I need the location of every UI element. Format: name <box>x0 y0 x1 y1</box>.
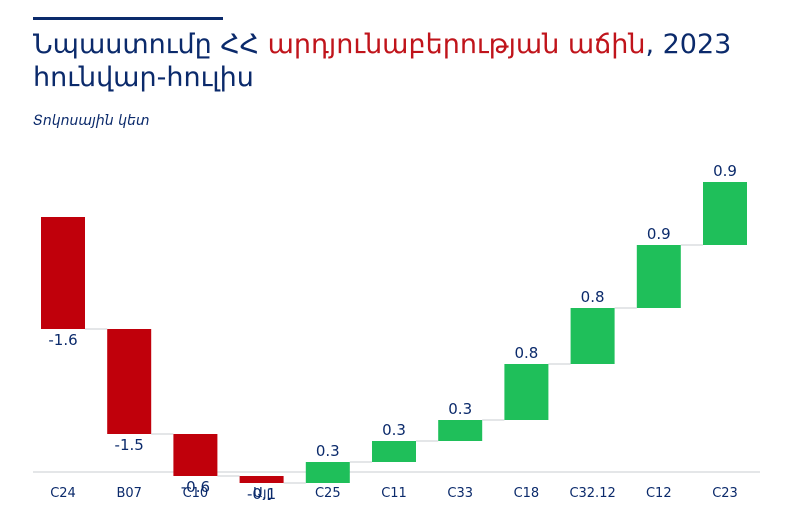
data-label-C10: -0.6 <box>181 478 210 496</box>
bar-C11 <box>372 441 416 462</box>
title-rule <box>33 17 223 20</box>
category-label-C23: C23 <box>712 486 738 501</box>
chart-title: Նպաստումը ՀՀ արդյունաբերության աճին, 202… <box>33 28 773 94</box>
category-label-Այլ: Այլ <box>253 486 270 501</box>
category-label-C11: C11 <box>381 486 407 501</box>
category-label-C10: C10 <box>183 486 209 501</box>
bar-C18 <box>504 364 549 420</box>
data-label-C23: 0.9 <box>713 162 737 180</box>
bar-C25 <box>305 462 350 483</box>
bar-C23 <box>703 182 747 245</box>
data-label-C33: 0.3 <box>448 400 472 418</box>
bar-Այլ <box>239 476 284 483</box>
data-label-B07: -1.5 <box>115 436 144 454</box>
data-label-C18: 0.8 <box>514 344 538 362</box>
data-label-C24: -1.6 <box>48 331 77 349</box>
category-label-C32.12: C32.12 <box>569 486 615 501</box>
category-label-C25: C25 <box>315 486 341 501</box>
bar-C24 <box>41 217 85 329</box>
bar-C32.12 <box>570 308 615 364</box>
data-label-C25: 0.3 <box>316 442 340 460</box>
category-label-B07: B07 <box>116 486 141 501</box>
bar-B07 <box>107 329 152 434</box>
bar-C12 <box>636 245 681 308</box>
title-highlight: արդյունաբերության աճին <box>267 29 646 60</box>
chart-subtitle: Տոկոսային կետ <box>33 113 150 129</box>
category-label-C33: C33 <box>447 486 473 501</box>
category-label-C18: C18 <box>514 486 540 501</box>
data-label-Այլ: -0.1 <box>247 485 276 503</box>
category-label-C24: C24 <box>50 486 76 501</box>
bar-C33 <box>438 420 483 441</box>
title-part1: Նպաստումը ՀՀ <box>33 29 268 60</box>
title-part2: , 2023 հունվար-հուլիս <box>33 29 732 93</box>
data-label-C11: 0.3 <box>382 421 406 439</box>
data-label-C32.12: 0.8 <box>581 288 605 306</box>
data-label-C12: 0.9 <box>647 225 671 243</box>
category-label-C12: C12 <box>646 486 672 501</box>
bar-C10 <box>173 434 218 476</box>
